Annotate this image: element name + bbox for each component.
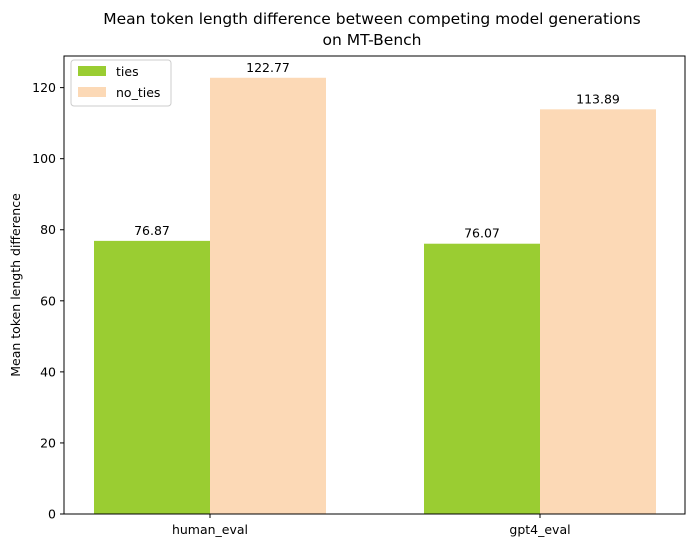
legend-swatch-ties	[78, 66, 106, 76]
legend-swatch-no_ties	[78, 87, 106, 97]
bars-group: 76.87 122.77 76.07 113.89	[94, 60, 656, 514]
y-tick-label: 40	[40, 364, 56, 379]
data-label: 76.87	[134, 223, 170, 238]
y-tick-label: 20	[40, 435, 56, 450]
x-axis: human_eval gpt4_eval	[172, 514, 571, 537]
y-tick-label: 100	[32, 151, 56, 166]
x-tick-label: gpt4_eval	[509, 522, 570, 537]
y-axis: 0 20 40 60 80 100 120	[32, 80, 64, 522]
x-tick-label: human_eval	[172, 522, 248, 537]
y-tick-label: 120	[32, 80, 56, 95]
y-tick-label: 0	[48, 507, 56, 522]
data-label: 76.07	[464, 226, 500, 241]
data-label: 113.89	[576, 91, 620, 106]
legend-label-no_ties: no_ties	[116, 85, 160, 100]
legend: ties no_ties	[70, 59, 172, 107]
legend-label-ties: ties	[116, 64, 139, 79]
bar-no_ties-gpt4_eval	[540, 109, 656, 514]
data-label: 122.77	[246, 60, 290, 75]
chart-title-line2: on MT-Bench	[322, 31, 421, 49]
bar-ties-gpt4_eval	[424, 243, 540, 514]
bar-no_ties-human_eval	[210, 77, 326, 514]
y-tick-label: 80	[40, 222, 56, 237]
bar-ties-human_eval	[94, 240, 210, 514]
y-tick-label: 60	[40, 293, 56, 308]
y-axis-label: Mean token length difference	[8, 193, 23, 377]
chart-title-line1: Mean token length difference between com…	[103, 10, 640, 28]
plot-frame	[63, 55, 686, 515]
